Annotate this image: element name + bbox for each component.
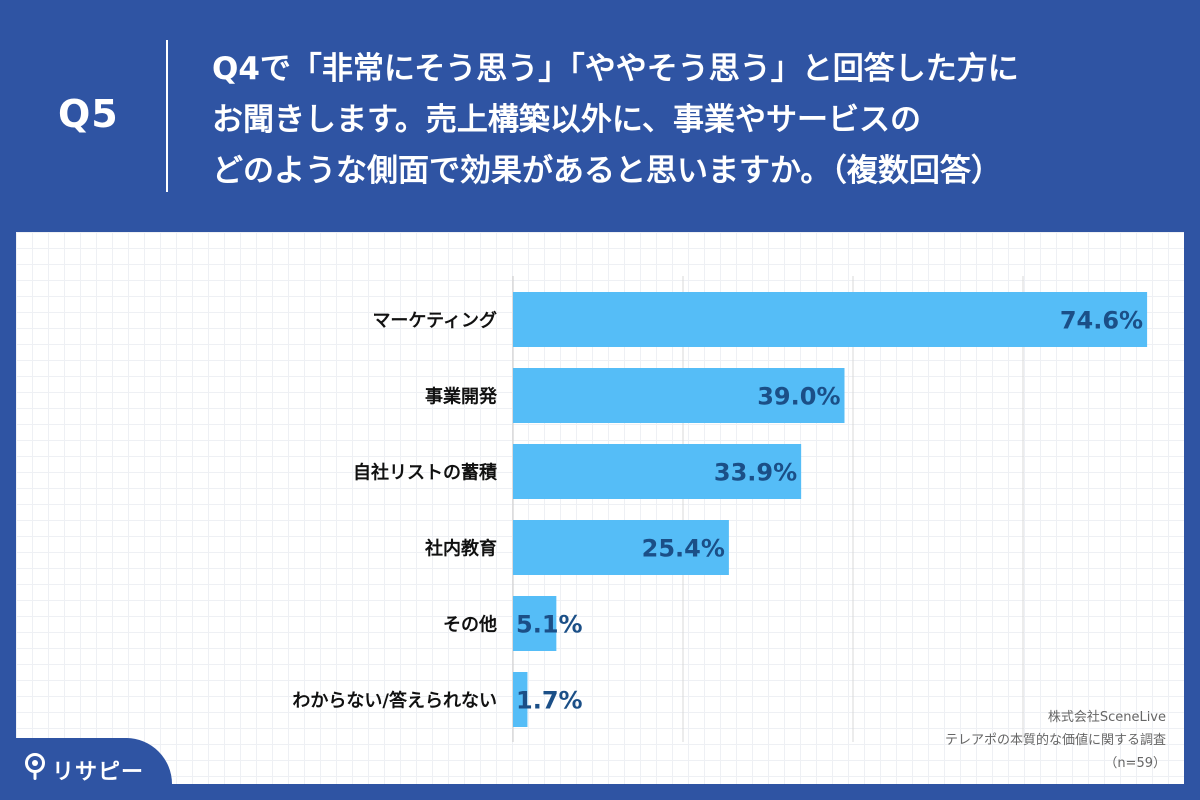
source-survey: テレアポの本質的な価値に関する調査 [944, 733, 1166, 748]
bar [513, 672, 528, 727]
header: Q5 Q4で「非常にそう思う」「ややそう思う」と回答した方に お聞きします。売上… [0, 0, 1200, 232]
value-label: 74.6% [1060, 307, 1143, 335]
bars [513, 292, 1148, 727]
category-label: マーケティング [372, 310, 497, 332]
category-label: わからない/答えられない [292, 690, 497, 712]
question-line: お聞きします。売上構築以外に、事業やサービスの [212, 102, 921, 138]
header-divider [166, 40, 168, 192]
value-label: 5.1% [516, 611, 583, 639]
source-sample-size: （n=59） [1104, 756, 1166, 771]
question-line: Q4で「非常にそう思う」「ややそう思う」と回答した方に [212, 51, 1019, 87]
category-label: 事業開発 [425, 386, 498, 408]
gridlines [512, 276, 1024, 742]
category-label: その他 [443, 614, 497, 636]
category-label: 自社リストの蓄積 [353, 462, 498, 484]
source-company: 株式会社SceneLive [1047, 710, 1166, 725]
chart-panel: マーケティング事業開発自社リストの蓄積社内教育その他わからない/答えられない 7… [16, 232, 1184, 784]
question-number: Q5 [58, 92, 119, 136]
question-line: どのような側面で効果があると思いますか。（複数回答） [212, 153, 1002, 189]
bar [513, 596, 557, 651]
map-pin-icon [25, 753, 45, 780]
value-label: 33.9% [714, 459, 797, 487]
bar [513, 368, 845, 423]
value-label: 1.7% [516, 687, 583, 715]
value-label: 25.4% [642, 535, 725, 563]
logo-text: リサピー [52, 760, 145, 785]
value-label: 39.0% [757, 383, 840, 411]
source-note: 株式会社SceneLive テレアポの本質的な価値に関する調査 （n=59） [786, 706, 1166, 775]
value-labels: 74.6% 39.0% 33.9% 25.4% 5.1% 1.7% [516, 307, 1143, 715]
bar [513, 520, 729, 575]
bar [513, 444, 802, 499]
bar [513, 292, 1148, 347]
category-label: 社内教育 [425, 538, 497, 560]
question-text: Q4で「非常にそう思う」「ややそう思う」と回答した方に お聞きします。売上構築以… [212, 44, 1172, 197]
